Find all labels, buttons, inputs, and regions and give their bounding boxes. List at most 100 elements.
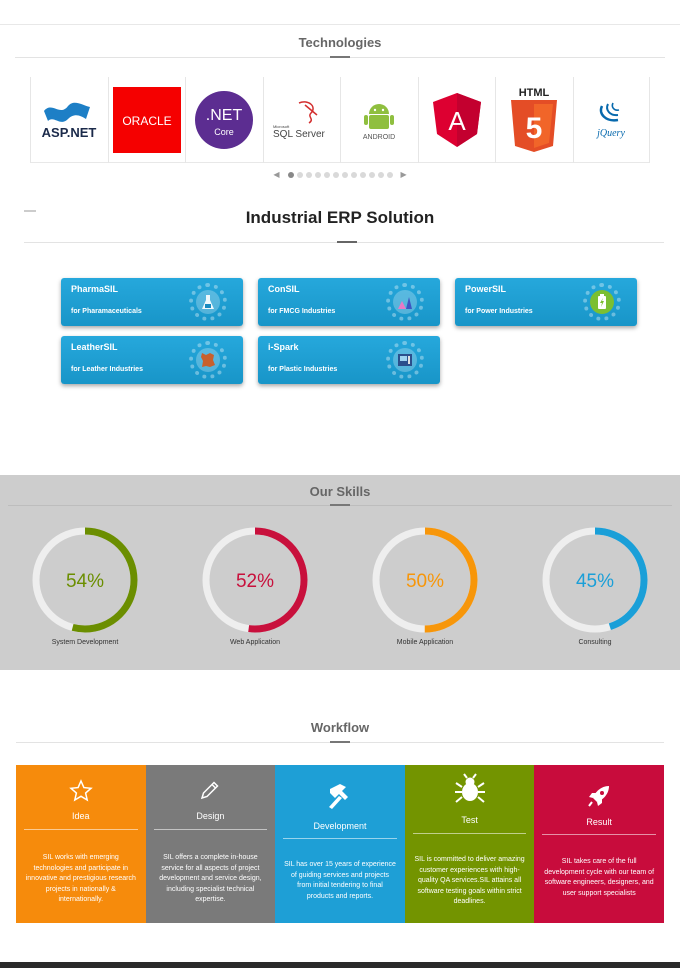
workflow-step-description: SIL takes care of the full development c… xyxy=(544,858,655,897)
workflow-step-name: Test xyxy=(461,815,478,825)
workflow-step-idea: Idea SIL works with emerging technologie… xyxy=(16,765,146,923)
workflow-step-name: Design xyxy=(196,811,225,821)
android-logo: ANDROID xyxy=(340,77,418,163)
technologies-divider-accent xyxy=(330,56,350,58)
workflow-step-description: SIL works with emerging technologies and… xyxy=(25,854,136,903)
erp-card-consil[interactable]: ConSIL for FMCG Industries xyxy=(258,278,440,326)
workflow-title: Workflow xyxy=(310,720,370,735)
svg-text:Microsoft: Microsoft xyxy=(273,124,290,129)
carousel-dot[interactable] xyxy=(341,171,348,178)
html5-logo: HTML 5 xyxy=(495,77,573,163)
oracle-logo: ORACLE xyxy=(107,77,186,163)
svg-text:54%: 54% xyxy=(66,571,104,592)
carousel-dot[interactable] xyxy=(305,171,312,178)
skill-system-development: 54% System Development xyxy=(25,525,145,646)
erp-card-name: i-Spark xyxy=(268,342,299,352)
svg-text:.NET: .NET xyxy=(206,107,243,124)
workflow-step-development: Development SIL has over 15 years of exp… xyxy=(275,765,405,923)
machine-icon xyxy=(393,348,417,372)
svg-text:45%: 45% xyxy=(576,571,614,592)
svg-text:ANDROID: ANDROID xyxy=(363,134,395,141)
erp-card-subtitle: for Pharamaceuticals xyxy=(71,308,142,315)
carousel-dot[interactable] xyxy=(287,171,294,178)
skill-label: System Development xyxy=(51,639,119,646)
skill-label: Consulting xyxy=(578,639,612,646)
rocket-icon xyxy=(534,783,664,809)
workflow-step-description: SIL offers a complete in-house service f… xyxy=(159,854,262,903)
pencil-icon xyxy=(146,779,276,801)
skill-progress-ring: 52% xyxy=(202,527,308,633)
technologies-section: Technologies ASP.NET ORACLE .NET xyxy=(0,24,680,194)
workflow-divider-accent xyxy=(330,741,350,743)
carousel-dot[interactable] xyxy=(359,171,366,178)
svg-text:ASP.NET: ASP.NET xyxy=(42,125,97,140)
skill-progress-ring: 50% xyxy=(372,527,478,633)
svg-text:5: 5 xyxy=(526,112,543,145)
carousel-dot[interactable] xyxy=(296,171,303,178)
bug-icon xyxy=(405,773,535,807)
carousel-dot[interactable] xyxy=(368,171,375,178)
carousel-prev-arrow-icon[interactable]: ◀ xyxy=(273,170,280,179)
workflow-step-result: Result SIL takes care of the full develo… xyxy=(534,765,664,923)
svg-text:jQuery: jQuery xyxy=(595,128,625,139)
carousel-dot[interactable] xyxy=(332,171,339,178)
skill-label: Mobile Application xyxy=(396,639,454,646)
carousel-dot[interactable] xyxy=(377,171,384,178)
workflow-step-divider xyxy=(153,829,268,830)
svg-text:HTML: HTML xyxy=(519,87,550,99)
workflow-step-divider xyxy=(283,838,397,839)
technology-logo-carousel[interactable]: ASP.NET ORACLE .NET Core Micros xyxy=(30,77,650,163)
erp-left-accent xyxy=(24,210,36,212)
carousel-dot[interactable] xyxy=(323,171,330,178)
svg-text:50%: 50% xyxy=(406,571,444,592)
workflow-step-test: Test SIL is committed to deliver amazing… xyxy=(404,765,535,923)
erp-card-subtitle: for Plastic Industries xyxy=(268,366,338,373)
erp-card-subtitle: for FMCG Industries xyxy=(268,308,336,315)
workflow-step-divider xyxy=(542,834,656,835)
erp-card-powersil[interactable]: PowerSIL for Power Industries xyxy=(455,278,637,326)
gear-badge xyxy=(189,283,227,321)
svg-text:ORACLE: ORACLE xyxy=(122,114,171,128)
erp-card-name: PharmaSIL xyxy=(71,284,119,294)
workflow-step-divider xyxy=(412,833,527,834)
erp-card-leathersil[interactable]: LeatherSIL for Leather Industries xyxy=(61,336,243,384)
gear-badge xyxy=(386,283,424,321)
skill-progress-ring: 45% xyxy=(542,527,648,633)
erp-card-pharmasil[interactable]: PharmaSIL for Pharamaceuticals xyxy=(61,278,243,326)
erp-card-subtitle: for Leather Industries xyxy=(71,366,143,373)
carousel-dot[interactable] xyxy=(386,171,393,178)
aspnet-logo: ASP.NET xyxy=(30,77,108,163)
svg-text:SQL Server: SQL Server xyxy=(273,129,326,140)
skill-progress-ring: 54% xyxy=(32,527,138,633)
workflow-steps: Idea SIL works with emerging technologie… xyxy=(16,765,664,923)
workflow-step-description: SIL is committed to deliver amazing cust… xyxy=(414,856,525,905)
dotnet-core-logo: .NET Core xyxy=(185,77,263,163)
skills-section: Our Skills 54% System Development 52% We… xyxy=(0,475,680,670)
skills-title: Our Skills xyxy=(309,484,371,499)
flask-icon xyxy=(196,290,220,314)
skills-divider-accent xyxy=(330,504,350,506)
footer-edge xyxy=(0,962,680,968)
carousel-pagination: ◀ ▶ xyxy=(0,170,680,179)
skill-mobile-application: 50% Mobile Application xyxy=(365,525,485,646)
svg-text:Core: Core xyxy=(214,127,234,137)
erp-card-i-spark[interactable]: i-Spark for Plastic Industries xyxy=(258,336,440,384)
skill-web-application: 52% Web Application xyxy=(195,525,315,646)
gear-badge xyxy=(386,341,424,379)
workflow-step-design: Design SIL offers a complete in-house se… xyxy=(145,765,276,923)
beakers-icon xyxy=(393,290,417,314)
svg-text:52%: 52% xyxy=(236,571,274,592)
hammer-icon xyxy=(275,781,405,811)
carousel-dot[interactable] xyxy=(314,171,321,178)
carousel-next-arrow-icon[interactable]: ▶ xyxy=(400,170,407,179)
workflow-step-name: Result xyxy=(586,817,612,827)
workflow-step-name: Idea xyxy=(72,811,90,821)
angular-logo: A xyxy=(417,77,496,163)
workflow-step-description: SIL has over 15 years of experience of g… xyxy=(284,861,396,900)
carousel-dot[interactable] xyxy=(350,171,357,178)
battery-icon xyxy=(590,290,614,314)
workflow-step-divider xyxy=(24,829,138,830)
erp-card-name: PowerSIL xyxy=(465,284,507,294)
leather-icon xyxy=(196,348,220,372)
